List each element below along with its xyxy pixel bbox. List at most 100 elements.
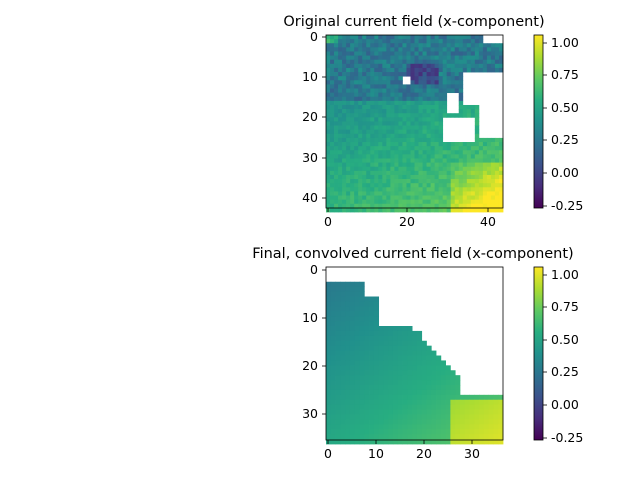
top-heatmap-cell [350,195,355,201]
bottom-heatmap-cell [412,340,418,347]
top-heatmap-cell [386,150,391,155]
top-heatmap-cell [406,92,411,98]
bottom-heatmap-cell [488,394,494,401]
top-heatmap-cell [446,84,452,89]
top-heatmap-cell [398,179,403,184]
bottom-heatmap-cell [416,335,423,342]
bottom-heatmap-cell [426,414,432,420]
top-heatmap-cell [466,154,472,159]
bottom-heatmap-cell [340,340,346,347]
bottom-heatmap-cell [392,409,399,415]
top-heatmap-cell [346,51,351,56]
bottom-heatmap-cell [450,414,456,420]
bottom-heatmap-cell [378,429,384,435]
top-heatmap-cell [442,166,448,172]
top-heatmap-cell [378,80,383,85]
top-heatmap-cell [442,150,448,155]
top-heatmap-cell [422,166,427,172]
top-heatmap-cell [474,35,480,40]
top-heatmap-cell [450,146,456,151]
bottom-heatmap-cell [349,330,356,337]
bottom-heatmap-cell [354,439,360,445]
bottom-heatmap-cell [388,345,394,351]
bottom-heatmap-cell [436,414,442,420]
top-heatmap-cell [326,162,331,168]
top-heatmap-cell [498,174,504,180]
top-heatmap-cell [438,43,444,48]
top-heatmap-cell [378,137,383,143]
top-heatmap-cell [358,179,363,184]
bottom-heatmap-cell [378,389,384,396]
top-heatmap-cell [366,88,371,94]
top-heatmap-cell [334,207,339,213]
bottom-heatmap-cell [474,434,480,440]
bottom-heatmap-cell [354,330,360,337]
top-heatmap-cell [346,137,351,143]
top-heatmap-cell [378,125,383,131]
top-heatmap-cell [446,195,452,201]
top-heatmap-cell [342,199,347,205]
top-heatmap-cell [342,51,347,56]
top-heatmap-cell [494,207,500,213]
bottom-heatmap-cell [378,375,384,381]
top-heatmap-cell [354,146,359,151]
bottom-heatmap-cell [373,350,380,356]
top-heatmap-cell [454,187,460,192]
top-heatmap-cell [410,125,415,131]
bottom-heatmap-cell [402,330,408,337]
bottom-heatmap-cell [349,345,356,351]
top-heatmap-cell [330,170,335,176]
top-heatmap-cell [354,43,359,48]
top-heatmap-cell [350,92,355,98]
top-heatmap-cell [366,199,371,205]
top-heatmap-cell [430,129,436,135]
bottom-heatmap-cell [326,365,332,371]
top-heatmap-cell [370,150,375,155]
top-heatmap-cell [410,39,415,44]
top-heatmap-cell [454,146,460,151]
bottom-heatmap-cell [340,360,346,366]
top-heatmap-cell [426,80,431,85]
top-heatmap-cell [394,121,399,126]
top-heatmap-cell [326,47,331,52]
top-heatmap-cell [338,125,343,131]
top-heatmap-cell [346,55,351,61]
top-heatmap-cell [394,203,399,209]
top-heatmap-cell [390,125,395,131]
bottom-heatmap-cell [369,394,375,401]
top-heatmap-cell [358,162,363,168]
top-heatmap-cell [466,183,472,188]
bottom-heatmap-cell [426,429,432,435]
bottom-heatmap-cell [388,380,394,386]
bottom-heatmap-cell [345,286,351,292]
top-heatmap-cell [458,195,464,201]
bottom-heatmap-cell [474,394,480,401]
top-heatmap-cell [342,142,347,147]
top-heatmap-cell [358,109,363,114]
bottom-heatmap-cell [397,350,403,356]
top-heatmap-cell [362,39,367,44]
top-heatmap-cell [410,158,415,164]
bottom-heatmap-cell [431,399,437,406]
top-heatmap-cell [438,84,444,89]
top-heatmap-cell [498,187,504,192]
bottom-heatmap-cell [340,394,346,401]
top-heatmap-cell [418,92,423,98]
top-heatmap-cell [370,191,375,196]
bottom-heatmap-cell [397,340,403,347]
top-heatmap-cell [446,51,452,56]
bottom-heatmap-cell [340,365,346,371]
bottom-heatmap-cell [426,385,432,391]
top-heatmap-cell [478,191,484,196]
top-heatmap-cell [466,179,472,184]
top-heatmap-cell [494,203,500,209]
top-heatmap-cell [370,158,375,164]
top-heatmap-cell [478,183,484,188]
top-heatmap-cell [326,104,331,110]
bottom-heatmap-cell [340,301,346,307]
bottom-heatmap-cell [450,424,456,430]
top-heatmap-cell [402,35,407,40]
top-heatmap-cell [334,55,339,61]
top-heatmap-cell [490,146,496,151]
bottom-heatmap-cell [421,429,427,435]
